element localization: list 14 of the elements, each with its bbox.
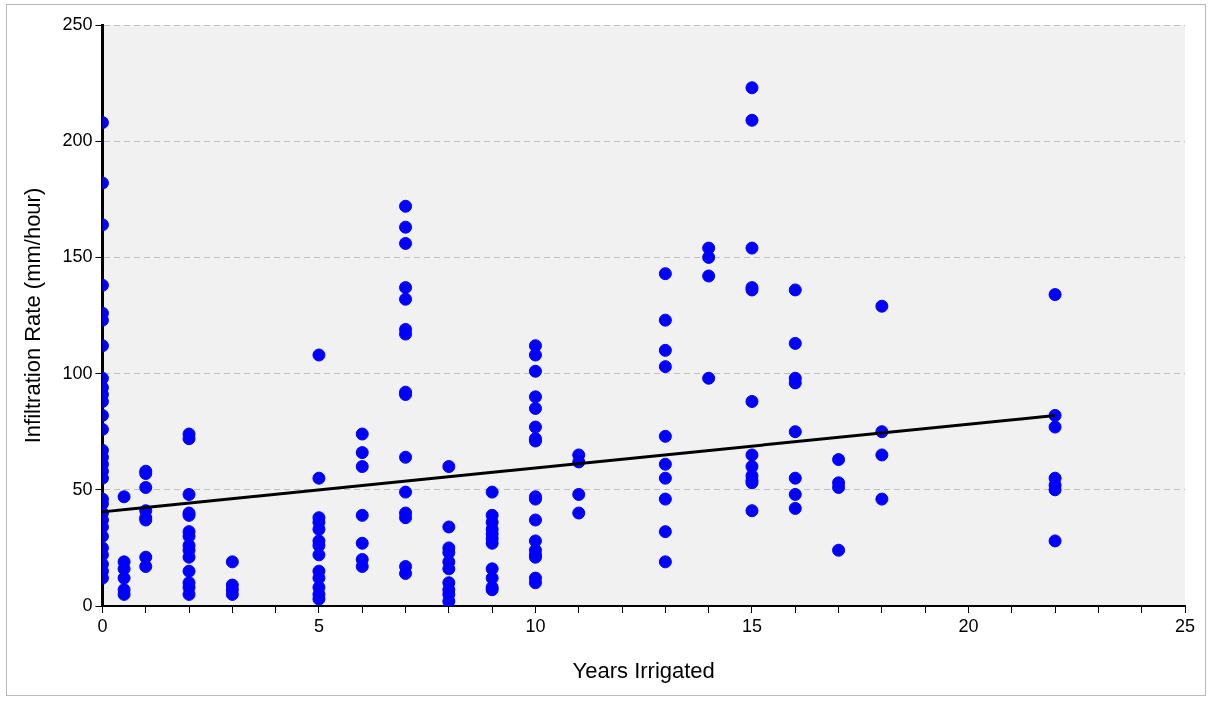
x-tick-label: 10 (525, 615, 546, 636)
y-tick-label: 50 (72, 478, 93, 499)
x-tick-label: 20 (958, 615, 979, 636)
x-axis-title: Years Irrigated (572, 657, 715, 683)
y-tick-label: 200 (62, 130, 93, 151)
y-tick-label: 250 (62, 13, 93, 34)
x-tick-label: 15 (741, 615, 762, 636)
y-tick-label: 150 (62, 246, 93, 267)
x-tick-label: 0 (97, 615, 108, 636)
y-tick-label: 0 (82, 594, 93, 615)
y-tick-label: 100 (62, 362, 93, 383)
x-tick-label: 5 (313, 615, 324, 636)
x-tick-label: 25 (1174, 615, 1196, 636)
y-axis-title: Infiltration Rate (mm/hour) (20, 187, 46, 444)
